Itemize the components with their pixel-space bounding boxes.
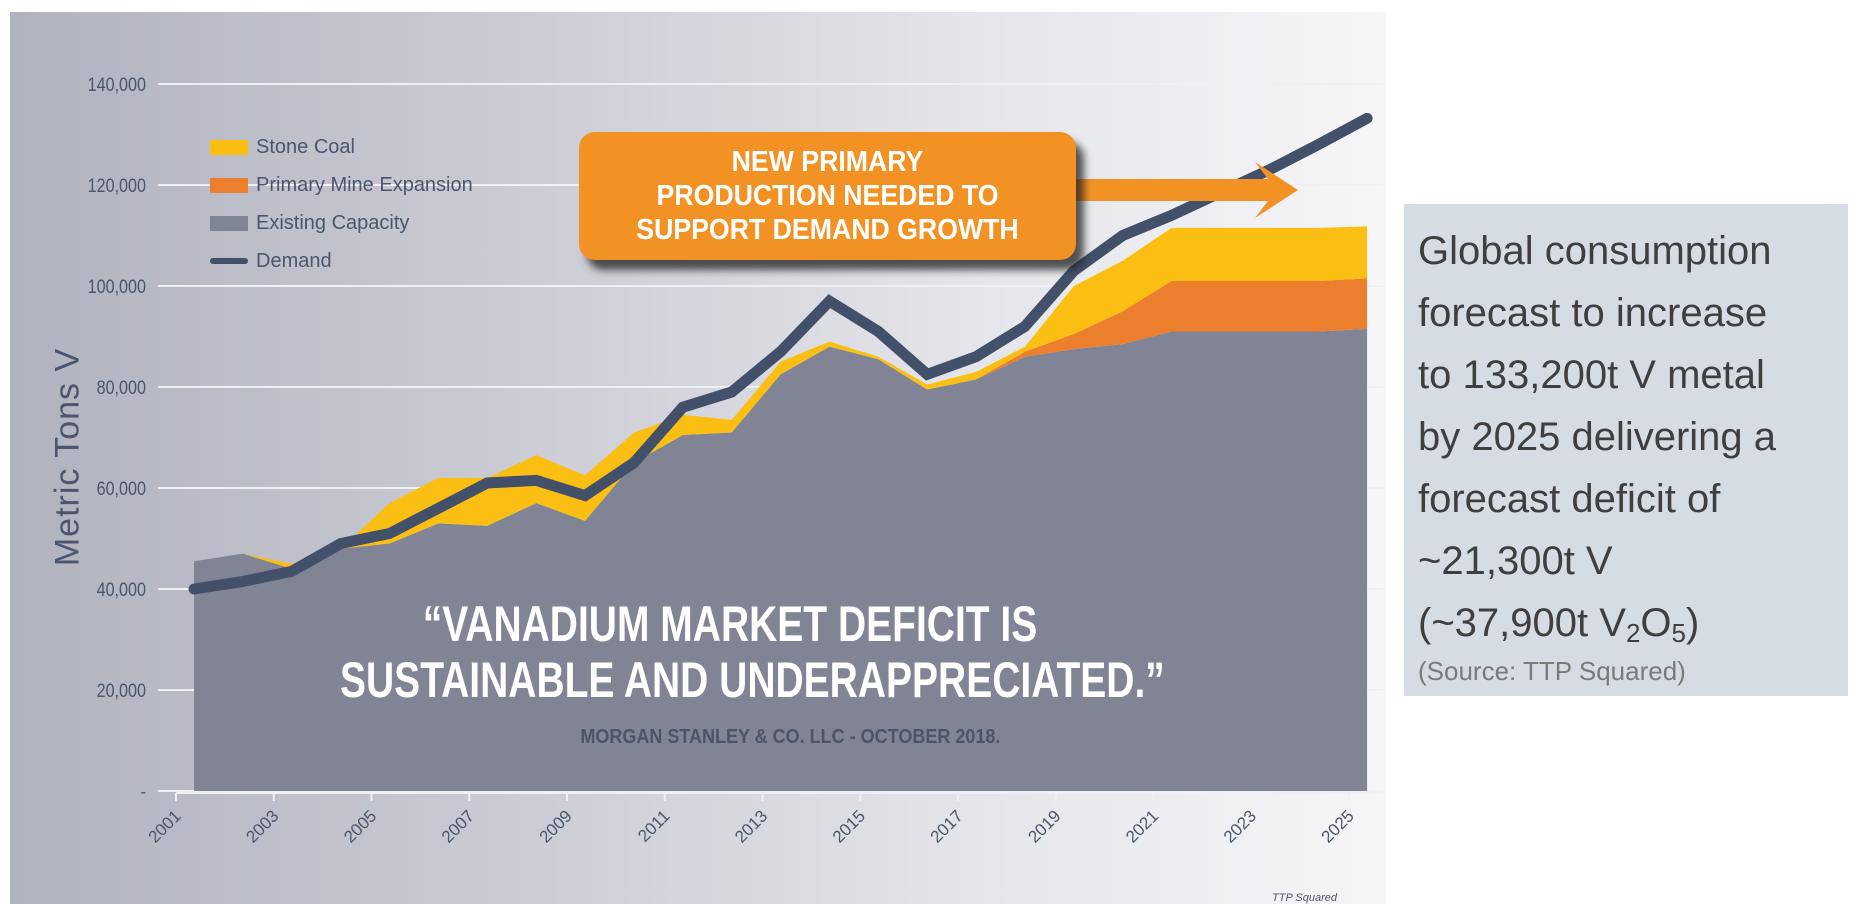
quote-line: “VANADIUM MARKET DEFICIT IS bbox=[422, 596, 1038, 652]
callout-line: NEW PRIMARY bbox=[731, 146, 924, 178]
y-tick-label: 100,000 bbox=[88, 276, 147, 298]
formula-text: ) bbox=[1686, 601, 1700, 645]
info-line: by 2025 delivering a bbox=[1418, 415, 1777, 459]
legend-label: Primary Mine Expansion bbox=[256, 173, 473, 196]
info-formula-line: (~37,900t V2O5) bbox=[1418, 592, 1776, 654]
x-tick-label: 2007 bbox=[438, 806, 478, 846]
info-text: Global consumption forecast to increase … bbox=[1418, 220, 1776, 688]
y-tick-label: 80,000 bbox=[97, 377, 147, 399]
legend: Stone Coal Primary Mine Expansion Existi… bbox=[210, 128, 473, 280]
y-tick-label: 140,000 bbox=[88, 74, 147, 96]
x-tick-label: 2003 bbox=[242, 806, 282, 846]
y-tick-label: 40,000 bbox=[97, 579, 147, 601]
info-line: forecast to increase bbox=[1418, 291, 1768, 335]
x-tick-label: 2013 bbox=[731, 806, 771, 846]
y-tick-label: 60,000 bbox=[97, 478, 147, 500]
x-tick-label: 2005 bbox=[340, 806, 380, 846]
legend-swatch bbox=[210, 215, 248, 231]
legend-swatch bbox=[210, 258, 248, 264]
callout-line: PRODUCTION NEEDED TO bbox=[656, 180, 999, 212]
x-tick-label: 2015 bbox=[829, 806, 869, 846]
area-primary-mine-expansion bbox=[194, 278, 1368, 569]
x-tick-label: 2025 bbox=[1318, 806, 1358, 846]
formula-text: O bbox=[1640, 601, 1672, 645]
x-tick-label: 2019 bbox=[1024, 806, 1064, 846]
x-tick-label: 2023 bbox=[1220, 806, 1260, 846]
chart-plot: - 20,000 40,000 60,000 80,000 100,000 120,000 1… bbox=[88, 74, 1385, 847]
y-tick-label: - bbox=[141, 781, 146, 803]
legend-item-stone-coal: Stone Coal bbox=[210, 128, 473, 166]
callout-box: NEW PRIMARY PRODUCTION NEEDED TO SUPPORT… bbox=[579, 132, 1076, 260]
legend-item-primary-mine-expansion: Primary Mine Expansion bbox=[210, 166, 473, 204]
legend-swatch bbox=[210, 139, 248, 155]
y-tick-label: 120,000 bbox=[88, 175, 147, 197]
info-box: Global consumption forecast to increase … bbox=[1404, 204, 1848, 696]
legend-label: Existing Capacity bbox=[256, 211, 410, 234]
quote-line: SUSTAINABLE AND UNDERAPPRECIATED.” bbox=[340, 652, 1165, 708]
x-tick-label: 2001 bbox=[145, 806, 185, 846]
info-line: ~21,300t V bbox=[1418, 539, 1613, 583]
quote: “VANADIUM MARKET DEFICIT IS SUSTAINABLE … bbox=[230, 596, 1230, 708]
formula-subscript: 5 bbox=[1671, 618, 1686, 648]
legend-label: Stone Coal bbox=[256, 135, 355, 158]
formula-subscript: 2 bbox=[1625, 618, 1641, 648]
info-line: forecast deficit of bbox=[1418, 477, 1721, 521]
x-tick-label: 2009 bbox=[536, 806, 576, 846]
info-source: (Source: TTP Squared) bbox=[1418, 656, 1686, 686]
area-existing-capacity bbox=[194, 328, 1368, 791]
chart-panel: - 20,000 40,000 60,000 80,000 100,000 120,000 1… bbox=[10, 12, 1386, 904]
x-tick-label: 2021 bbox=[1122, 806, 1162, 846]
legend-item-existing-capacity: Existing Capacity bbox=[210, 204, 473, 242]
formula-text: (~37,900t V bbox=[1418, 601, 1626, 645]
attribution-text: MORGAN STANLEY & CO. LLC - OCTOBER 2018. bbox=[579, 726, 1001, 748]
chart-source: TTP Squared bbox=[1272, 892, 1338, 904]
y-axis-label: Metric Tons V bbox=[48, 347, 87, 567]
demand-line bbox=[188, 112, 1373, 595]
x-tick-label: 2017 bbox=[927, 806, 967, 846]
legend-label: Demand bbox=[256, 249, 332, 272]
y-tick-label: 20,000 bbox=[97, 680, 147, 702]
x-tick-label: 2011 bbox=[634, 806, 673, 845]
info-line: to 133,200t V metal bbox=[1418, 353, 1765, 397]
info-line: Global consumption bbox=[1418, 229, 1772, 273]
quote-attribution: MORGAN STANLEY & CO. LLC - OCTOBER 2018. bbox=[430, 726, 1150, 749]
callout-line: SUPPORT DEMAND GROWTH bbox=[636, 214, 1019, 246]
legend-item-demand: Demand bbox=[210, 242, 473, 280]
legend-swatch bbox=[210, 177, 248, 193]
arrow-right-icon bbox=[1060, 162, 1298, 218]
